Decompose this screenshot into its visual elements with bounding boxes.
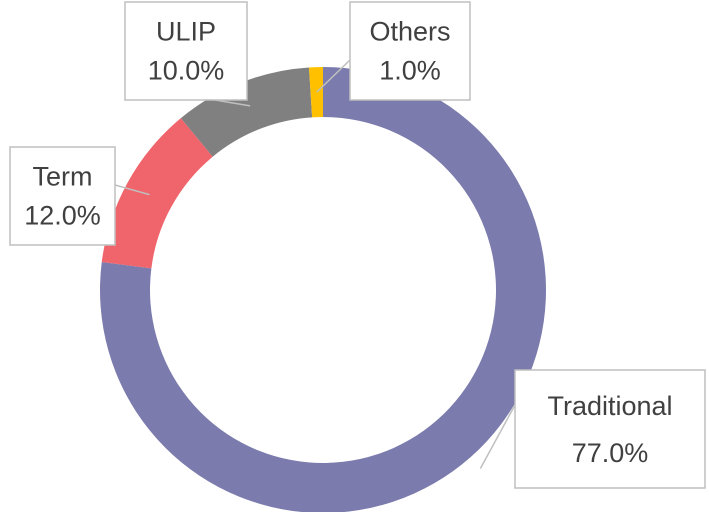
donut-slice [180, 67, 313, 157]
label-box [9, 146, 116, 246]
leader-line [214, 99, 251, 107]
value-label: 12.0% [24, 201, 101, 231]
value-label: 1.0% [379, 56, 441, 86]
label-box [514, 369, 706, 489]
label-box [124, 1, 248, 101]
category-label: Term [33, 161, 93, 191]
leader-line [114, 184, 150, 196]
value-label: 77.0% [572, 438, 649, 468]
category-label: Others [369, 16, 450, 46]
value-label: 10.0% [148, 56, 225, 86]
donut-slice [308, 67, 323, 118]
leader-line [316, 59, 351, 93]
donut-slice [101, 118, 213, 269]
category-label: ULIP [156, 16, 216, 46]
label-box [349, 1, 471, 101]
category-label: Traditional [547, 391, 672, 421]
leader-line [479, 404, 516, 469]
